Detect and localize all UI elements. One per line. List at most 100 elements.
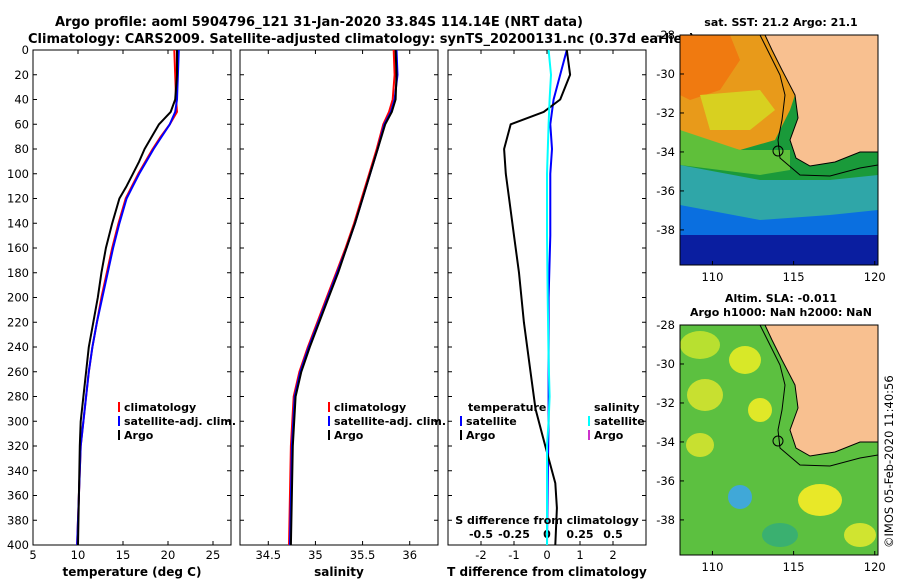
legend-label-climatology: climatology (334, 401, 406, 414)
lat-tick-label: -32 (656, 396, 675, 410)
depth-tick-label: 240 (7, 340, 29, 354)
x-tick-label: 25 (206, 548, 221, 562)
sst-yellow-band (700, 90, 775, 130)
sst-map: sat. SST: 21.2 Argo: 21.1 -28 -30 -32 -34 -3… (656, 16, 886, 284)
legend-label-s-argo: Argo (594, 429, 624, 442)
legend-label-satellite: satellite-adj. clim. (124, 415, 236, 428)
sla-map-title-2: Argo h1000: NaN h2000: NaN (690, 306, 872, 319)
s-difference-axis-label: S difference from climatology (455, 514, 639, 527)
sla-high-patch (680, 331, 720, 359)
sla-high-patch (844, 523, 876, 547)
series-argo (289, 50, 398, 545)
sst-map-frame (679, 34, 879, 266)
sla-high-patch (686, 433, 714, 457)
x-tick-label: 10 (71, 548, 86, 562)
salinity-panel-frame (239, 49, 439, 546)
lon-tick-label: 120 (864, 270, 886, 284)
depth-tick-label: 40 (14, 93, 29, 107)
depth-tick-label: 300 (7, 414, 29, 428)
depth-tick-label: 180 (7, 266, 29, 280)
x-tick-label: 20 (161, 548, 176, 562)
s-difference-tick-label: -0.25 (498, 528, 530, 541)
salinity-legend: climatology satellite-adj. clim. Argo (328, 401, 446, 442)
depth-tick-label: 260 (7, 365, 29, 379)
sla-high-patch (798, 484, 842, 516)
sst-bathymetry-contour (759, 35, 878, 177)
depth-tick-label: 80 (14, 142, 29, 156)
salinity-axis-label: salinity (314, 565, 364, 579)
s-difference-tick-label: -0.5 (469, 528, 493, 541)
depth-tick-label: 100 (7, 167, 29, 181)
depth-tick-label: 280 (7, 390, 29, 404)
lat-tick-label: -28 (656, 28, 675, 42)
sst-map-axes: -28 -30 -32 -34 -36 -38 110 115 120 (656, 28, 886, 284)
lat-tick-label: -32 (656, 106, 675, 120)
x-tick-label: 36 (402, 548, 417, 562)
lon-tick-label: 110 (701, 560, 723, 574)
legend-title-temperature: temperature (468, 401, 546, 414)
sla-high-patch (748, 398, 772, 422)
lat-tick-label: -38 (656, 223, 675, 237)
lon-tick-label: 110 (701, 270, 723, 284)
depth-tick-label: 20 (14, 68, 29, 82)
lon-tick-label: 115 (783, 270, 805, 284)
lat-tick-label: -34 (656, 435, 675, 449)
lon-tick-label: 120 (864, 560, 886, 574)
x-tick-label: 35.5 (350, 548, 376, 562)
depth-tick-label: 120 (7, 192, 29, 206)
x-tick-label: -2 (475, 548, 486, 562)
legend-label-climatology: climatology (124, 401, 196, 414)
depth-tick-label: 0 (22, 43, 29, 57)
sla-map-axes: -28 -30 -32 -34 -36 -38 110 115 120 (656, 318, 886, 574)
legend-label-satellite: satellite-adj. clim. (334, 415, 446, 428)
x-tick-label: 2 (609, 548, 616, 562)
temperature-profiles (76, 50, 180, 545)
x-tick-label: 5 (29, 548, 36, 562)
imos-credit: ©IMOS 05-Feb-2020 11:40:56 (882, 375, 896, 548)
sst-teal-band (680, 165, 878, 225)
sst-map-title: sat. SST: 21.2 Argo: 21.1 (704, 16, 857, 29)
title-line-2: Climatology: CARS2009. Satellite-adjuste… (28, 32, 695, 47)
series-argo (77, 50, 178, 545)
depth-tick-label: 60 (14, 117, 29, 131)
sla-low-patch (762, 523, 798, 547)
series-satellite-adj-clim- (76, 50, 180, 545)
depth-tick-label: 140 (7, 216, 29, 230)
lat-tick-label: -36 (656, 184, 675, 198)
temperature-legend: climatology satellite-adj. clim. Argo (118, 401, 236, 442)
sla-low-patch (728, 485, 752, 509)
depth-axis: 0 20 40 60 80 100 120 140 160 180 200 220 240 260 280 3… (7, 43, 646, 552)
depth-tick-label: 400 (7, 538, 29, 552)
t-difference-axis: -2 -1 0 1 2 (475, 50, 617, 562)
sst-argo-position-marker (772, 145, 784, 157)
legend-label-t-argo: Argo (466, 429, 496, 442)
x-tick-label: -1 (508, 548, 519, 562)
depth-tick-label: 200 (7, 291, 29, 305)
sla-map-frame (679, 324, 879, 556)
depth-tick-label: 320 (7, 439, 29, 453)
x-tick-label: 34.5 (255, 548, 281, 562)
sst-land (764, 35, 878, 167)
sla-map: Altim. SLA: -0.011 Argo h1000: NaN h2000… (656, 292, 886, 574)
legend-label-s-satellite: satellite (594, 415, 645, 428)
sla-argo-position-marker (772, 435, 784, 447)
temperature-panel-frame (32, 49, 232, 546)
s-difference-axis: -0.5 -0.25 0 0.25 0.5 (469, 528, 623, 541)
lat-tick-label: -30 (656, 67, 675, 81)
sla-high-patch (729, 346, 761, 374)
lat-tick-label: -30 (656, 357, 675, 371)
lat-tick-label: -34 (656, 145, 675, 159)
sla-map-title-1: Altim. SLA: -0.011 (725, 292, 837, 305)
title-line-1: Argo profile: aoml 5904796_121 31-Jan-20… (55, 15, 583, 30)
x-tick-label: 35 (308, 548, 323, 562)
series-salinity-satellite (546, 50, 552, 545)
sla-high-patch (687, 379, 723, 411)
sst-warmest-region (680, 35, 740, 100)
x-tick-label: 0 (543, 548, 550, 562)
t-difference-axis-label: T difference from climatology (447, 565, 647, 579)
x-tick-label: 1 (576, 548, 583, 562)
s-difference-tick-label: 0.5 (603, 528, 623, 541)
temperature-axis: 5 10 15 20 25 (29, 50, 220, 562)
s-difference-tick-label: 0.25 (566, 528, 593, 541)
